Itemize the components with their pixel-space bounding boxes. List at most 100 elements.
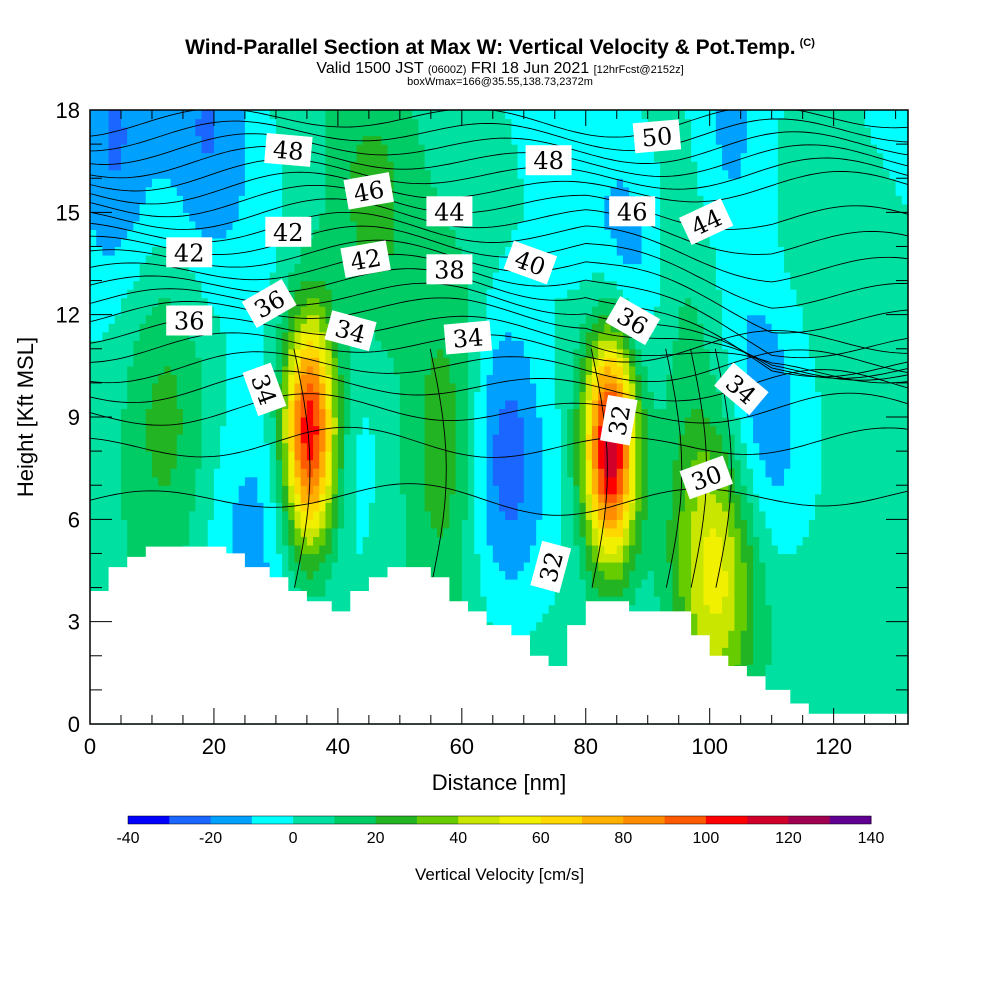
velocity-cell (127, 544, 134, 555)
velocity-cell (424, 502, 432, 512)
velocity-cell (195, 442, 203, 452)
velocity-cell (269, 178, 277, 188)
velocity-cell (505, 348, 512, 358)
velocity-cell (381, 144, 389, 154)
valid-time: Valid 1500 JST (316, 60, 424, 77)
velocity-cell (96, 203, 103, 213)
velocity-cell (269, 519, 277, 529)
velocity-cell (474, 229, 482, 239)
velocity-cell (176, 220, 184, 230)
velocity-cell (102, 510, 110, 520)
velocity-cell (226, 135, 234, 145)
velocity-cell (114, 493, 122, 503)
velocity-cell (213, 314, 221, 324)
velocity-cell (120, 144, 128, 154)
velocity-cell (387, 220, 395, 230)
velocity-cell (145, 297, 153, 307)
velocity-cell (201, 519, 209, 529)
velocity-cell (511, 459, 519, 469)
velocity-cell (102, 553, 110, 563)
velocity-cell (145, 314, 153, 324)
velocity-cell (480, 536, 488, 546)
velocity-cell (418, 417, 426, 427)
velocity-cell (492, 152, 500, 162)
velocity-cell (127, 451, 134, 461)
velocity-cell (430, 374, 438, 384)
velocity-cell (499, 425, 506, 435)
velocity-cell (251, 561, 258, 572)
velocity-cell (430, 229, 438, 239)
velocity-cell (158, 527, 165, 537)
velocity-cell (387, 297, 395, 307)
velocity-cell (282, 468, 289, 478)
velocity-cell (313, 510, 320, 520)
velocity-cell (356, 169, 364, 179)
velocity-cell (461, 169, 469, 179)
velocity-cell (461, 425, 469, 435)
velocity-cell (238, 323, 246, 333)
velocity-cell (486, 553, 494, 563)
velocity-cell (424, 510, 432, 520)
velocity-cell (424, 186, 432, 196)
velocity-cell (220, 527, 227, 537)
velocity-cell (319, 510, 327, 520)
velocity-cell (294, 468, 302, 478)
velocity-cell (430, 186, 438, 196)
velocity-cell (300, 425, 308, 435)
velocity-cell (257, 340, 265, 350)
velocity-cell (133, 220, 141, 230)
velocity-cell (176, 263, 184, 273)
velocity-cell (331, 161, 339, 171)
velocity-cell (375, 161, 382, 171)
velocity-cell (294, 459, 302, 469)
velocity-cell (213, 519, 221, 529)
velocity-cell (164, 263, 172, 273)
velocity-cell (213, 195, 221, 205)
velocity-cell (176, 229, 184, 239)
velocity-cell (151, 536, 159, 546)
velocity-cell (263, 561, 271, 572)
velocity-cell (449, 118, 457, 128)
velocity-cell (387, 459, 395, 469)
velocity-cell (213, 485, 221, 495)
velocity-cell (492, 399, 500, 410)
velocity-cell (102, 374, 110, 384)
velocity-cell (356, 425, 364, 435)
velocity-cell (232, 391, 240, 401)
velocity-cell (486, 289, 494, 299)
velocity-cell (505, 519, 512, 529)
velocity-cell (356, 519, 364, 529)
velocity-cell (201, 186, 209, 196)
velocity-cell (455, 374, 463, 384)
velocity-cell (151, 254, 159, 265)
velocity-cell (127, 382, 134, 393)
velocity-cell (127, 510, 134, 520)
velocity-cell (412, 220, 420, 230)
velocity-cell (108, 340, 116, 350)
velocity-cell (275, 357, 283, 367)
velocity-cell (120, 357, 128, 367)
velocity-cell (108, 382, 116, 393)
velocity-cell (232, 263, 240, 273)
velocity-cell (176, 519, 184, 529)
velocity-cell (244, 246, 252, 256)
velocity-cell (350, 510, 358, 520)
velocity-cell (517, 570, 525, 580)
velocity-cell (325, 399, 333, 410)
velocity-cell (282, 519, 289, 529)
velocity-cell (220, 340, 227, 350)
velocity-cell (325, 485, 333, 495)
velocity-cell (449, 127, 457, 137)
velocity-cell (176, 527, 184, 537)
velocity-cell (306, 169, 314, 179)
velocity-cell (288, 374, 296, 384)
velocity-cell (313, 570, 320, 580)
velocity-cell (368, 527, 376, 537)
velocity-cell (213, 178, 221, 188)
velocity-cell (238, 203, 246, 213)
velocity-cell (437, 417, 444, 427)
velocity-cell (474, 425, 482, 435)
velocity-cell (151, 357, 159, 367)
velocity-cell (499, 391, 506, 401)
velocity-cell (499, 340, 506, 350)
